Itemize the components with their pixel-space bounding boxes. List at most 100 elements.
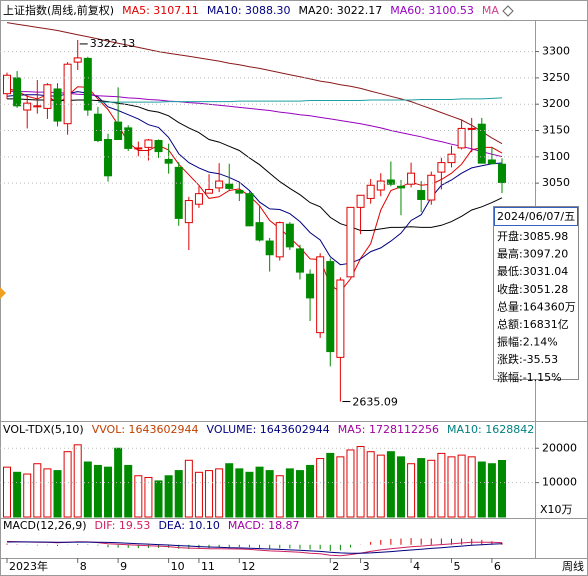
- x-tick-label: 3: [363, 560, 370, 573]
- info-box-header: [494, 207, 578, 226]
- volume-bar: [306, 464, 315, 518]
- info-box-row: 涨跌:-35.53: [497, 352, 558, 366]
- volume-bar: [265, 470, 274, 518]
- volume-bar: [154, 480, 163, 518]
- candle-body: [174, 166, 183, 219]
- x-tick-label: 4: [413, 560, 420, 573]
- x-tick-label: 2: [332, 560, 339, 573]
- volume-bar: [356, 446, 365, 518]
- volume-bar: [427, 459, 436, 518]
- macd-line: [6, 541, 503, 554]
- header-text: VVOL: 1643602944: [92, 423, 199, 436]
- volume-bar: [73, 444, 82, 518]
- candle-body: [275, 222, 284, 258]
- header-text: 上证指数(周线,前复权): [3, 3, 114, 17]
- header-text: DEA: 10.10: [158, 519, 219, 532]
- volume-bar: [417, 458, 426, 518]
- volume-bar: [144, 476, 153, 518]
- info-box-row: 最低:3031.04: [497, 265, 568, 278]
- volume-bar: [43, 468, 52, 518]
- candle-body: [366, 184, 375, 199]
- candle-body: [154, 140, 163, 153]
- candle-body: [457, 127, 466, 149]
- volume-bar: [285, 468, 294, 518]
- volume-bar: [396, 456, 405, 518]
- volume-bar: [235, 468, 244, 518]
- low-annotation: 2635.09: [352, 396, 398, 409]
- info-box-row: 开盘:3085.98: [497, 229, 568, 243]
- candle-body: [498, 163, 506, 183]
- volume-bar: [447, 456, 456, 518]
- volume-bar: [194, 471, 203, 518]
- volume-bar: [457, 454, 466, 518]
- x-tick-label: 5: [453, 560, 460, 573]
- header-text: MACD(12,26,9): [3, 519, 87, 532]
- candle-body: [114, 121, 123, 140]
- volume-bar: [104, 466, 113, 518]
- candle-body: [396, 185, 405, 189]
- x-tick-label: 11: [201, 560, 215, 573]
- volume-bar: [124, 464, 133, 518]
- x-tick-label: 12: [241, 560, 255, 573]
- volume-bar: [316, 458, 325, 518]
- ma-line: [97, 97, 503, 103]
- candle-body: [235, 190, 244, 194]
- volume-bar: [386, 451, 395, 518]
- candle-body: [316, 256, 325, 334]
- header-text: MA5: 1728112256: [338, 423, 439, 436]
- unit-label: X10万: [540, 503, 573, 516]
- candle-body: [194, 193, 203, 205]
- x-tick-label: 2023年: [9, 559, 48, 573]
- info-box-row: 收盘:3051.28: [497, 282, 568, 296]
- candle-body: [477, 123, 486, 164]
- volume-bar: [53, 470, 62, 518]
- y-tick-label: 3100: [542, 150, 570, 163]
- x-tick-label: 6: [494, 560, 501, 573]
- side-handle[interactable]: [0, 287, 6, 299]
- candle-body: [144, 139, 153, 148]
- y-tick-label: 20000: [542, 441, 577, 454]
- volume-bar: [295, 470, 304, 518]
- x-tick-label: 10: [171, 560, 185, 573]
- candle-body: [63, 63, 72, 125]
- candle-body: [13, 77, 22, 107]
- candle-body: [33, 105, 42, 108]
- candle-body: [184, 200, 193, 224]
- header-text: DIF: 19.53: [95, 519, 151, 532]
- volume-bar: [215, 468, 224, 518]
- volume-bar: [174, 470, 183, 518]
- candle-body: [255, 222, 264, 241]
- y-tick-label: 3150: [542, 124, 570, 137]
- volume-bar: [3, 466, 11, 518]
- settings-icon[interactable]: [502, 5, 514, 17]
- period-label: 周线: [562, 559, 584, 573]
- x-tick-label: 9: [120, 560, 127, 573]
- volume-bar: [467, 456, 476, 518]
- candle-body: [356, 194, 365, 208]
- candle-body: [295, 248, 304, 273]
- candle-body: [417, 190, 426, 200]
- info-box-title: 2024/06/07/五: [497, 210, 575, 223]
- candle-body: [306, 273, 315, 299]
- candle-body: [83, 57, 92, 111]
- info-box: [493, 206, 579, 380]
- y-tick-label: 3050: [542, 176, 570, 189]
- volume-bar: [437, 452, 446, 518]
- volume-bar: [477, 461, 486, 518]
- candle-body: [245, 193, 254, 227]
- volume-bar: [255, 466, 264, 518]
- info-box-row: 总额:16831亿: [497, 317, 569, 331]
- candle-body: [23, 102, 32, 111]
- candle-body: [225, 183, 234, 189]
- header-text: VOLUME: 1643602944: [207, 423, 330, 436]
- volume-bar: [164, 475, 173, 518]
- candle-body: [134, 147, 143, 150]
- info-box-row: 最高:3097.20: [497, 247, 568, 261]
- candle-body: [467, 127, 476, 130]
- volume-bar: [336, 456, 345, 518]
- volume-bar: [366, 451, 375, 518]
- header-text: VOL-TDX(5,10): [3, 423, 84, 436]
- volume-bar: [33, 463, 42, 518]
- candle-body: [376, 180, 385, 191]
- plot-area: 上证指数(周线,前复权) MA5: 3107.11 MA10: 3088.30 MA2…: [3, 3, 534, 557]
